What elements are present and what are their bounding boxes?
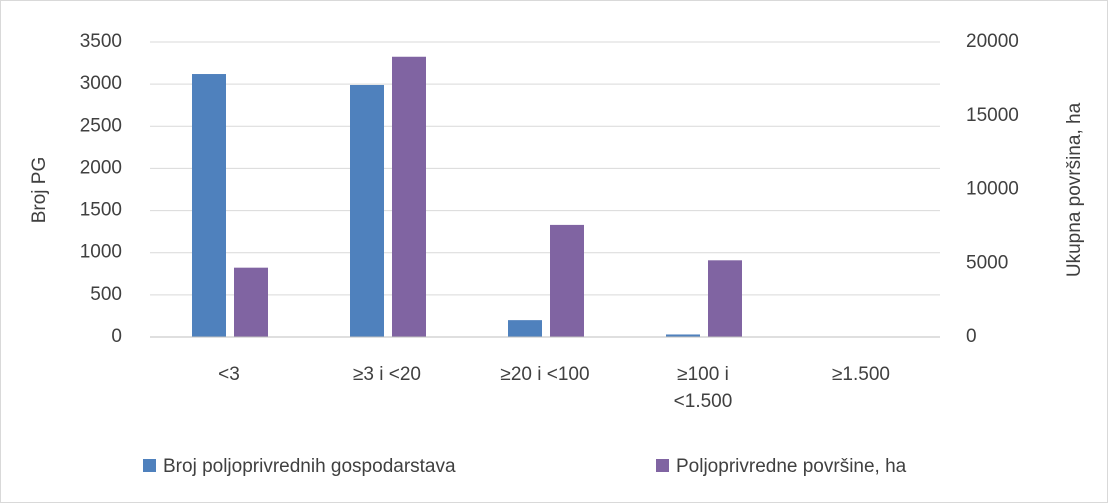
y2-tick-label: 0 bbox=[966, 326, 977, 347]
x-tick-label: ≥1.500 bbox=[832, 364, 890, 385]
bar bbox=[234, 267, 268, 337]
x-tick-label: ≥3 i <20 bbox=[352, 364, 421, 385]
bar bbox=[192, 74, 226, 338]
bar bbox=[550, 224, 584, 337]
y2-tick-label: 5000 bbox=[966, 252, 1008, 273]
y-tick-label: 2000 bbox=[80, 157, 122, 178]
x-tick-label: ≥100 i <1.500 bbox=[673, 364, 733, 412]
y-axis-title: Broj PG bbox=[29, 157, 50, 224]
y2-tick-label: 10000 bbox=[966, 179, 1019, 200]
y-tick-label: 2500 bbox=[80, 115, 122, 136]
y2-axis-title: Ukupna površina, ha bbox=[1064, 102, 1085, 277]
bar bbox=[508, 320, 542, 337]
bar bbox=[708, 260, 742, 337]
legend-swatch bbox=[143, 459, 156, 472]
y-tick-label: 3500 bbox=[80, 31, 122, 52]
bar bbox=[392, 56, 426, 337]
y-tick-label: 500 bbox=[90, 284, 122, 305]
bar bbox=[666, 334, 700, 337]
bar bbox=[350, 84, 384, 337]
legend-label: Broj poljoprivrednih gospodarstava bbox=[163, 456, 456, 477]
legend-swatch bbox=[656, 459, 669, 472]
legend-label: Poljoprivredne površine, ha bbox=[676, 456, 907, 477]
x-tick-label: <3 bbox=[218, 364, 240, 385]
y2-tick-label: 15000 bbox=[966, 105, 1019, 126]
y-tick-label: 1500 bbox=[80, 200, 122, 221]
y-tick-label: 3000 bbox=[80, 73, 122, 94]
y-tick-label: 0 bbox=[111, 326, 122, 347]
y2-tick-label: 20000 bbox=[966, 31, 1019, 52]
y-tick-label: 1000 bbox=[80, 242, 122, 263]
x-tick-label: ≥20 i <100 bbox=[500, 364, 590, 385]
